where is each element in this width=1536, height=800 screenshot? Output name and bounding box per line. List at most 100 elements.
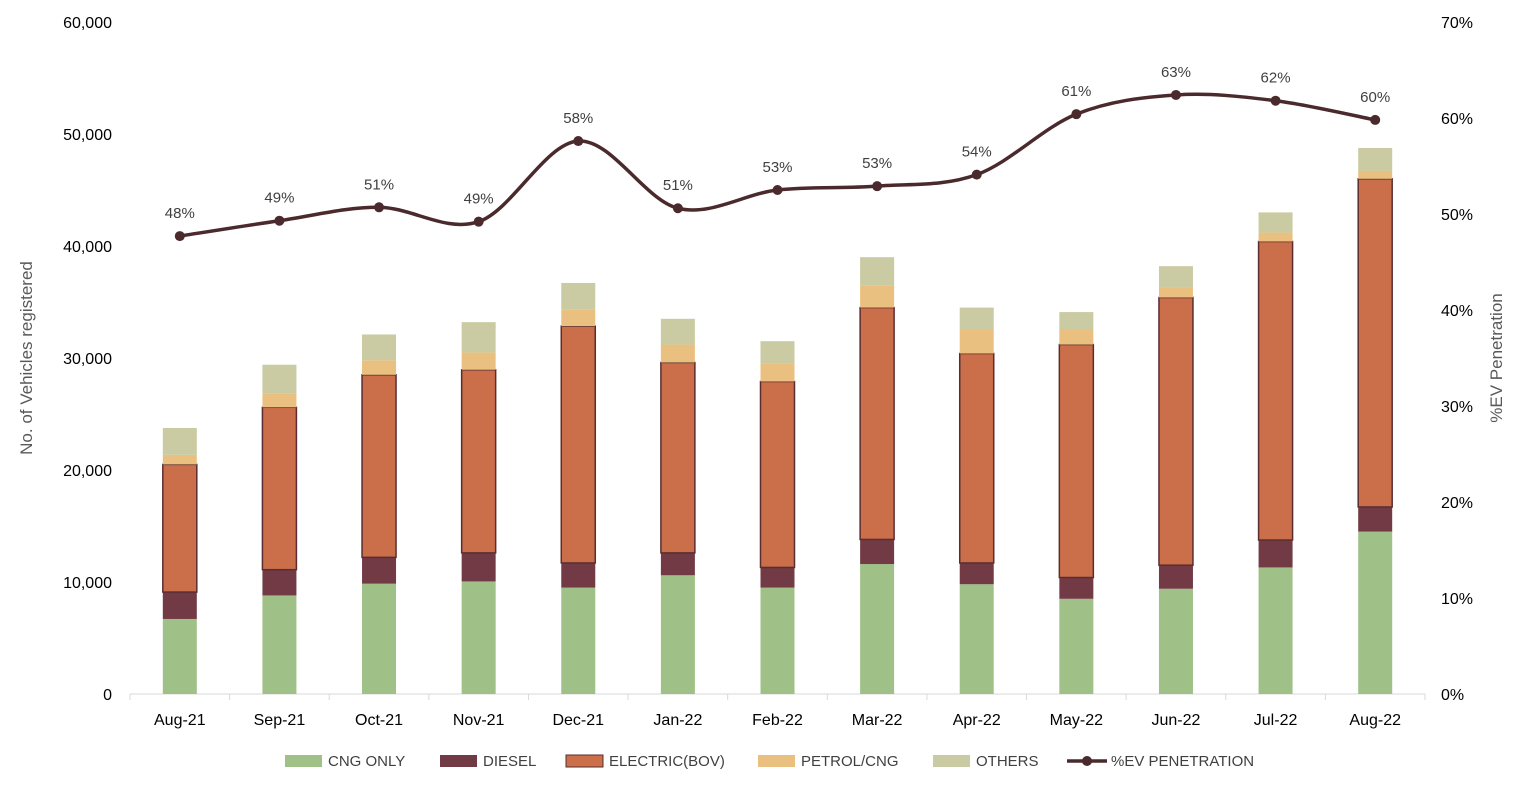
ev-penetration-label: 61%: [1061, 83, 1091, 100]
legend-label: %EV PENETRATION: [1111, 753, 1254, 770]
legend: CNG ONLY DIESEL ELECTRIC(BOV) PETROL/CNG OTH…: [285, 753, 1254, 770]
bar-segment-others: [1358, 148, 1393, 171]
bar-segment-petrol-cng: [362, 360, 397, 375]
bar-segment-diesel: [1258, 540, 1293, 568]
ev-penetration-point: [672, 203, 683, 214]
left-axis-ticks: 0 10,000 20,000 30,000 40,000 50,000 60,000: [63, 15, 112, 704]
bar-segment-diesel: [959, 562, 994, 585]
y-tick-label: 0: [103, 687, 112, 704]
bar-segment-others: [362, 334, 397, 361]
y2-tick-label: 20%: [1441, 495, 1473, 512]
bar-segment-diesel: [461, 552, 496, 582]
bar-segment-electric-bov: [560, 325, 597, 564]
bar-segment-others: [660, 318, 695, 345]
bar-segment-electric-bov: [162, 463, 198, 593]
ev-penetration-label: 54%: [962, 144, 992, 161]
y-tick-label: 40,000: [63, 239, 112, 256]
bar-segment-electric-bov: [261, 406, 298, 571]
bar-segment-electric-bov: [1257, 240, 1294, 541]
x-tick-label: May-22: [1050, 712, 1103, 729]
bar-segment-petrol-cng: [1358, 170, 1393, 179]
bar-segment-petrol-cng: [660, 344, 695, 363]
y2-tick-label: 30%: [1441, 399, 1473, 416]
bar-segment-diesel: [660, 552, 695, 576]
ev-penetration-label: 49%: [464, 191, 494, 208]
bar-segment-cng-only: [760, 587, 795, 694]
right-axis-ticks: 0% 10% 20% 30% 40% 50% 60% 70%: [1441, 15, 1473, 704]
x-tick-label: Feb-22: [752, 712, 803, 729]
bar-segment-diesel: [760, 567, 795, 588]
ev-penetration-point: [971, 169, 982, 180]
bar-segment-petrol-cng: [461, 352, 496, 370]
bar-segment-cng-only: [362, 583, 397, 694]
legend-label: DIESEL: [483, 753, 536, 770]
ev-penetration-label: 58%: [563, 110, 593, 127]
ev-penetration-point: [1370, 114, 1381, 125]
bar-segment-cng-only: [561, 587, 596, 694]
bar-segment-cng-only: [1158, 588, 1193, 694]
bar-segment-electric-bov: [1158, 296, 1194, 566]
bar-segment-others: [1059, 312, 1094, 330]
y-tick-label: 20,000: [63, 463, 112, 480]
ev-penetration-point: [573, 136, 584, 147]
bar-segment-others: [860, 257, 895, 286]
ev-penetration-point: [872, 181, 883, 192]
bar-segment-petrol-cng: [860, 285, 895, 308]
bar-segment-diesel: [1158, 565, 1193, 589]
ev-penetration-label: 53%: [762, 159, 792, 176]
ev-penetration-label: 63%: [1161, 64, 1191, 81]
legend-label: ELECTRIC(BOV): [609, 753, 725, 770]
bar-segment-diesel: [1059, 577, 1094, 599]
bar-segment-others: [1258, 212, 1293, 233]
bar-segment-cng-only: [262, 595, 297, 694]
x-tick-label: Jun-22: [1152, 712, 1201, 729]
x-tick-label: Aug-22: [1349, 712, 1401, 729]
x-tick-label: Nov-21: [453, 712, 505, 729]
bar-segment-diesel: [362, 557, 397, 584]
bar-segment-cng-only: [1258, 567, 1293, 694]
bar-segment-petrol-cng: [1059, 330, 1094, 345]
y2-tick-label: 40%: [1441, 303, 1473, 320]
bar-segment-petrol-cng: [162, 454, 197, 465]
bar-segment-cng-only: [660, 575, 695, 694]
bar-segment-electric-bov: [361, 374, 397, 559]
ev-penetration-point: [274, 215, 285, 226]
legend-swatch: [285, 755, 322, 767]
ev-penetration-point: [473, 216, 484, 227]
bar-segment-petrol-cng: [262, 393, 297, 408]
bar-segment-petrol-cng: [959, 330, 994, 354]
y2-tick-label: 60%: [1441, 111, 1473, 128]
bar-segment-petrol-cng: [561, 309, 596, 327]
ev-penetration-point: [374, 202, 385, 213]
bar-segment-petrol-cng: [760, 363, 795, 382]
x-tick-label: Oct-21: [355, 712, 403, 729]
bar-segment-others: [959, 307, 994, 330]
bar-segment-cng-only: [1358, 531, 1393, 694]
ev-penetration-point: [772, 185, 783, 195]
bar-segment-cng-only: [860, 564, 895, 694]
ev-penetration-label: 49%: [264, 190, 294, 207]
legend-swatch: [758, 755, 795, 767]
bar-segment-others: [461, 322, 496, 353]
bar-segment-cng-only: [1059, 598, 1094, 694]
ev-penetration-label: 51%: [364, 176, 394, 193]
bar-segment-electric-bov: [1058, 343, 1095, 579]
x-tick-label: Jan-22: [653, 712, 702, 729]
ev-penetration-label: 62%: [1261, 70, 1291, 87]
bar-segment-cng-only: [461, 581, 496, 694]
y2-axis-title: %EV Penetration: [1487, 293, 1506, 422]
legend-label: CNG ONLY: [328, 753, 405, 770]
ev-penetration-point: [1170, 89, 1181, 100]
legend-swatch: [933, 755, 970, 767]
y2-tick-label: 70%: [1441, 15, 1473, 32]
bar-segment-petrol-cng: [1158, 287, 1193, 298]
bar-segment-diesel: [561, 562, 596, 588]
ev-penetration-point: [174, 231, 185, 242]
ev-penetration-point: [1270, 95, 1281, 106]
bar-segment-diesel: [860, 539, 895, 565]
ev-penetration-label: 53%: [862, 155, 892, 172]
legend-line-marker: [1082, 756, 1092, 766]
bar-segment-electric-bov: [660, 361, 696, 554]
y2-tick-label: 50%: [1441, 207, 1473, 224]
